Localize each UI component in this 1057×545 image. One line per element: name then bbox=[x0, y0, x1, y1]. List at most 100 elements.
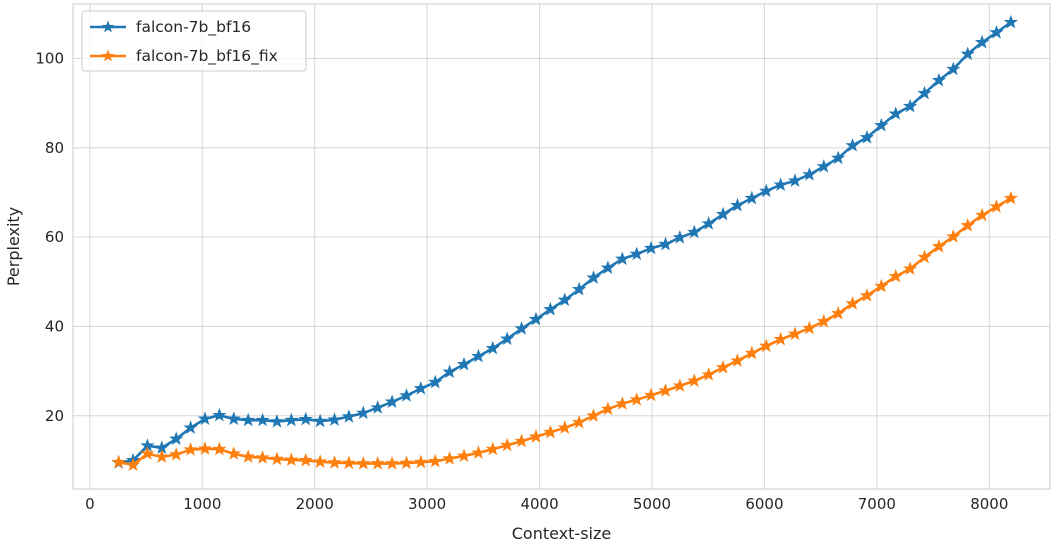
legend: falcon-7b_bf16 falcon-7b_bf16_fix bbox=[81, 10, 307, 72]
tick-labels: 0 1000 2000 3000 4000 5000 6000 7000 8000 20 40 60 8… bbox=[35, 49, 1008, 513]
data-point bbox=[816, 314, 831, 328]
data-point bbox=[471, 445, 486, 459]
data-point bbox=[802, 167, 817, 181]
data-point bbox=[572, 414, 587, 429]
data-point bbox=[759, 338, 774, 353]
data-point bbox=[456, 356, 472, 371]
data-point bbox=[399, 388, 414, 402]
data-point bbox=[773, 177, 788, 191]
data-point bbox=[802, 320, 817, 335]
data-point bbox=[687, 373, 702, 387]
x-tick-label: 0 bbox=[85, 495, 95, 513]
data-point bbox=[169, 431, 184, 446]
data-point bbox=[572, 281, 587, 296]
data-point bbox=[428, 453, 443, 468]
data-point bbox=[888, 106, 903, 120]
data-point bbox=[701, 367, 716, 381]
x-tick-label: 1000 bbox=[183, 495, 221, 513]
data-point bbox=[1003, 14, 1018, 29]
data-point bbox=[456, 448, 472, 463]
data-point bbox=[183, 420, 198, 434]
data-point bbox=[241, 449, 256, 463]
data-point bbox=[528, 429, 544, 443]
data-point bbox=[586, 408, 601, 422]
data-point bbox=[744, 345, 759, 360]
data-point bbox=[327, 455, 342, 469]
y-tick-label: 60 bbox=[45, 228, 64, 246]
data-point bbox=[284, 452, 299, 467]
data-point bbox=[312, 413, 328, 428]
data-point bbox=[500, 331, 515, 345]
data-point bbox=[845, 296, 860, 310]
data-point bbox=[169, 447, 184, 461]
data-point bbox=[586, 270, 601, 284]
plot-area-border bbox=[72, 3, 1051, 490]
data-point bbox=[442, 364, 457, 379]
data-point bbox=[989, 199, 1004, 213]
data-point bbox=[384, 456, 400, 470]
data-point bbox=[946, 229, 961, 243]
data-point bbox=[528, 311, 544, 326]
data-point bbox=[917, 249, 932, 264]
legend-box bbox=[81, 10, 307, 72]
data-point bbox=[615, 251, 630, 266]
data-point bbox=[903, 261, 918, 275]
data-point bbox=[500, 437, 515, 452]
data-point bbox=[658, 383, 673, 397]
data-point bbox=[428, 374, 443, 389]
data-point bbox=[787, 173, 803, 187]
data-point bbox=[672, 230, 688, 244]
data-point bbox=[341, 455, 357, 470]
data-point bbox=[154, 449, 169, 463]
data-point bbox=[485, 340, 500, 355]
y-axis-label: Perplexity bbox=[4, 207, 23, 286]
data-point bbox=[715, 206, 731, 221]
legend-label: falcon-7b_bf16 bbox=[136, 18, 251, 37]
data-point bbox=[859, 288, 875, 302]
data-point bbox=[629, 246, 644, 261]
data-point bbox=[629, 392, 644, 406]
data-point bbox=[759, 183, 774, 198]
data-point bbox=[643, 240, 659, 255]
data-point bbox=[859, 130, 875, 144]
data-point bbox=[399, 455, 414, 470]
data-point bbox=[715, 360, 731, 374]
data-point bbox=[543, 301, 558, 316]
data-point bbox=[111, 454, 126, 469]
data-point bbox=[600, 260, 616, 274]
data-point bbox=[658, 236, 673, 251]
data-point bbox=[974, 34, 990, 49]
y-tick-label: 40 bbox=[45, 317, 64, 335]
data-point bbox=[946, 61, 961, 76]
data-point bbox=[787, 326, 803, 341]
y-tick-label: 100 bbox=[35, 49, 64, 67]
x-axis-label: Context-size bbox=[512, 524, 611, 543]
data-point bbox=[370, 400, 385, 414]
data-point bbox=[312, 454, 328, 468]
y-tick-label: 80 bbox=[45, 139, 64, 157]
data-point bbox=[874, 278, 889, 293]
legend-marker bbox=[101, 49, 115, 62]
data-point bbox=[831, 306, 846, 320]
data-point bbox=[557, 292, 572, 307]
data-point bbox=[471, 348, 486, 363]
data-point bbox=[442, 451, 457, 465]
data-point bbox=[269, 414, 285, 428]
data-point bbox=[298, 411, 313, 426]
data-point bbox=[356, 456, 371, 470]
data-point bbox=[874, 117, 889, 132]
data-point bbox=[284, 412, 299, 427]
data-point bbox=[816, 159, 831, 173]
data-point bbox=[384, 394, 400, 408]
x-tick-label: 3000 bbox=[408, 495, 446, 513]
data-point bbox=[557, 420, 572, 434]
data-point bbox=[327, 412, 342, 426]
data-point bbox=[672, 378, 688, 392]
data-point bbox=[183, 442, 198, 456]
data-point bbox=[931, 72, 947, 87]
y-tick-label: 20 bbox=[45, 407, 64, 425]
data-point bbox=[226, 411, 241, 425]
data-point bbox=[212, 407, 227, 422]
data-point bbox=[888, 268, 903, 283]
data-point bbox=[197, 441, 213, 455]
